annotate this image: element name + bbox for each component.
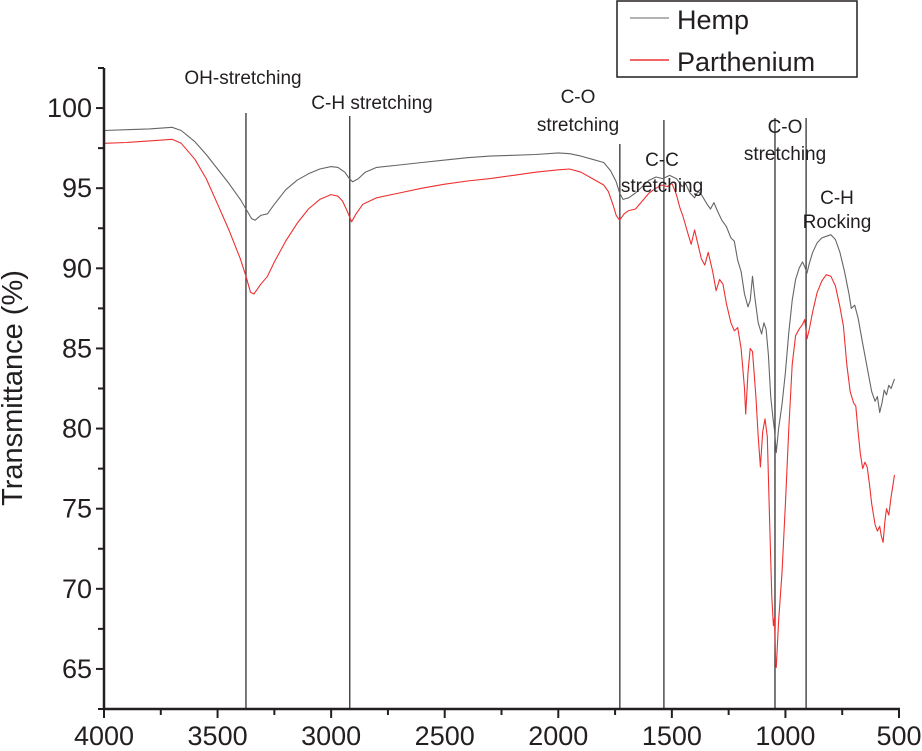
x-tick-label: 1500 xyxy=(642,721,702,751)
x-tick-label: 3500 xyxy=(188,721,248,751)
x-tick-label: 500 xyxy=(876,721,921,751)
x-tick-label: 2000 xyxy=(528,721,588,751)
y-tick-label: 95 xyxy=(62,173,92,203)
legend-label-parthenium: Parthenium xyxy=(677,47,815,77)
x-tick-label: 1000 xyxy=(755,721,815,751)
series-layer xyxy=(103,126,896,668)
y-tick-label: 65 xyxy=(62,654,92,684)
annotation-label: Rocking xyxy=(803,212,872,233)
annotation-label: C-H stretching xyxy=(311,93,432,114)
annotation-label: C-O xyxy=(561,87,596,108)
legend-label-hemp: Hemp xyxy=(677,5,749,35)
x-tick-label: 2500 xyxy=(415,721,475,751)
y-axis-title: Transmittance (%) xyxy=(0,270,29,506)
y-tick-label: 80 xyxy=(62,414,92,444)
y-tick-label: 75 xyxy=(62,494,92,524)
y-tick-label: 85 xyxy=(62,333,92,363)
y-tick-label: 90 xyxy=(62,253,92,283)
legend: Hemp Parthenium xyxy=(616,0,858,78)
y-tick-label: 70 xyxy=(62,574,92,604)
annotation-label: stretching xyxy=(744,144,826,165)
reference-lines xyxy=(245,113,807,709)
annotation-label: C-O xyxy=(768,117,803,138)
y-tick-label: 100 xyxy=(47,93,92,123)
annotation-label: C-C xyxy=(645,150,679,171)
x-axis-ticks: 4000 3500 3000 2500 2000 1500 1000 500 xyxy=(74,709,922,751)
annotation-label: C-H xyxy=(820,188,854,209)
annotations: OH-stretching C-H stretching C-O stretching… xyxy=(184,68,871,233)
annotation-label: stretching xyxy=(621,176,703,197)
annotation-label: OH-stretching xyxy=(184,68,301,89)
y-axis-ticks: 65 70 75 80 85 90 95 100 xyxy=(47,67,104,710)
legend-box xyxy=(616,0,858,78)
series-line-hemp xyxy=(103,126,896,454)
annotation-label: stretching xyxy=(537,115,619,136)
series-line-parthenium xyxy=(103,138,896,668)
x-tick-label: 4000 xyxy=(74,721,134,751)
x-tick-label: 3000 xyxy=(301,721,361,751)
